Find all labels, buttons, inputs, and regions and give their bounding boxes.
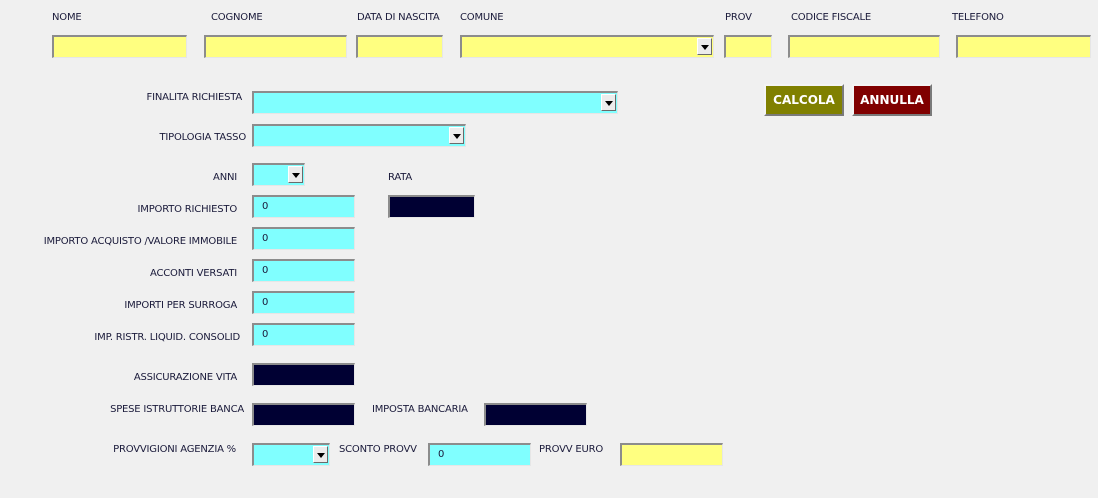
- annulla-button[interactable]: ANNULLA: [852, 84, 932, 116]
- prov-field[interactable]: [724, 35, 772, 58]
- data-nascita-field[interactable]: [356, 35, 443, 58]
- codice-fiscale-label: CODICE FISCALE: [791, 12, 871, 23]
- comune-label: COMUNE: [460, 12, 504, 23]
- imposta-output: [484, 403, 587, 426]
- chevron-down-icon[interactable]: [449, 127, 464, 144]
- provvigioni-label: PROVVIGIONI AGENZIA %: [113, 444, 236, 455]
- ristr-label: IMP. RISTR. LIQUID. CONSOLID: [94, 332, 240, 343]
- sconto-label: SCONTO PROVV: [339, 444, 417, 455]
- importo-acquisto-field[interactable]: 0: [252, 227, 355, 250]
- acconti-label: ACCONTI VERSATI: [150, 268, 237, 279]
- prov-label: PROV: [725, 12, 752, 23]
- telefono-label: TELEFONO: [952, 12, 1004, 23]
- codice-fiscale-field[interactable]: [788, 35, 940, 58]
- data-nascita-label: DATA DI NASCITA: [357, 12, 440, 23]
- comune-select[interactable]: [460, 35, 714, 58]
- chevron-down-icon[interactable]: [288, 166, 303, 183]
- imposta-label: IMPOSTA BANCARIA: [372, 404, 468, 415]
- tipologia-select[interactable]: [252, 124, 466, 147]
- anni-label: ANNI: [213, 172, 237, 183]
- sconto-field[interactable]: 0: [428, 443, 531, 466]
- telefono-field[interactable]: [956, 35, 1091, 58]
- importo-richiesto-field[interactable]: 0: [252, 195, 355, 218]
- assicurazione-output: [252, 363, 355, 386]
- finalita-label: FINALITA RICHIESTA: [146, 92, 243, 103]
- provv-euro-label: PROVV EURO: [539, 444, 603, 455]
- provvigioni-select[interactable]: [252, 443, 330, 466]
- chevron-down-icon[interactable]: [313, 446, 328, 463]
- anni-select[interactable]: [252, 163, 305, 186]
- finalita-select[interactable]: [252, 91, 618, 114]
- assicurazione-label: ASSICURAZIONE VITA: [133, 372, 237, 383]
- provv-euro-field[interactable]: [620, 443, 723, 466]
- importo-acquisto-label: IMPORTO ACQUISTO /VALORE IMMOBILE: [43, 236, 237, 247]
- ristr-field[interactable]: 0: [252, 323, 355, 346]
- chevron-down-icon[interactable]: [601, 94, 616, 111]
- nome-label: NOME: [52, 12, 82, 23]
- nome-field[interactable]: [52, 35, 187, 58]
- cognome-label: COGNOME: [211, 12, 263, 23]
- surroga-label: IMPORTI PER SURROGA: [124, 300, 237, 311]
- calcola-button[interactable]: CALCOLA: [764, 84, 844, 116]
- importo-richiesto-label: IMPORTO RICHIESTO: [137, 204, 238, 215]
- cognome-field[interactable]: [204, 35, 347, 58]
- acconti-field[interactable]: 0: [252, 259, 355, 282]
- rata-output: [388, 195, 475, 218]
- rata-label: RATA: [388, 172, 412, 183]
- spese-label: SPESE ISTRUTTORIE BANCA: [110, 404, 244, 415]
- tipologia-label: TIPOLOGIA TASSO: [159, 132, 246, 143]
- surroga-field[interactable]: 0: [252, 291, 355, 314]
- spese-output: [252, 403, 355, 426]
- chevron-down-icon[interactable]: [697, 38, 712, 55]
